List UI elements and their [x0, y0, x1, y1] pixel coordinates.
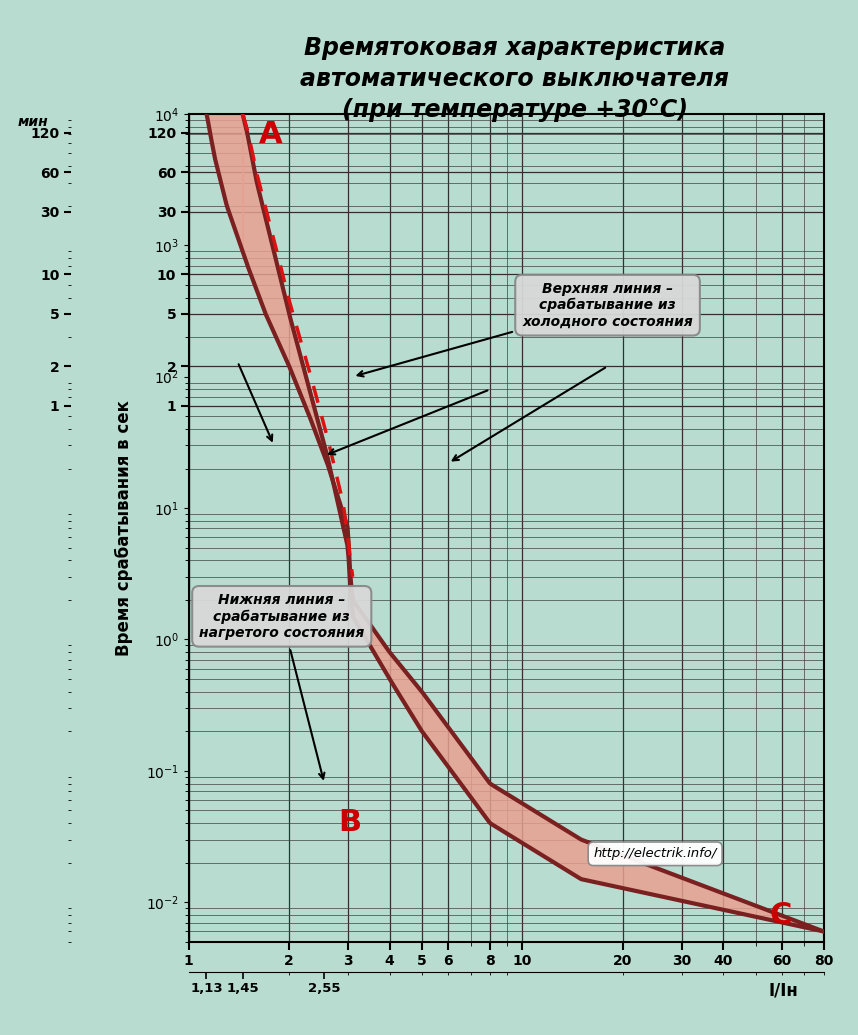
Text: B: B: [338, 807, 361, 837]
Text: Время срабатывания в сек: Время срабатывания в сек: [115, 400, 134, 656]
Text: C: C: [770, 901, 792, 930]
Text: (при температуре +30°С): (при температуре +30°С): [341, 98, 688, 122]
Text: http://electrik.info/: http://electrik.info/: [594, 848, 716, 860]
Text: Времятоковая характеристика: Времятоковая характеристика: [304, 36, 726, 60]
Text: Верхняя линия –
срабатывание из
холодного состояния: Верхняя линия – срабатывание из холодног…: [358, 282, 693, 377]
Text: автоматического выключателя: автоматического выключателя: [300, 67, 729, 91]
Text: I/Iн: I/Iн: [768, 981, 798, 999]
Text: мин: мин: [17, 115, 48, 129]
Text: A: A: [258, 120, 282, 149]
Text: Нижняя линия –
срабатывание из
нагретого состояния: Нижняя линия – срабатывание из нагретого…: [199, 593, 365, 778]
